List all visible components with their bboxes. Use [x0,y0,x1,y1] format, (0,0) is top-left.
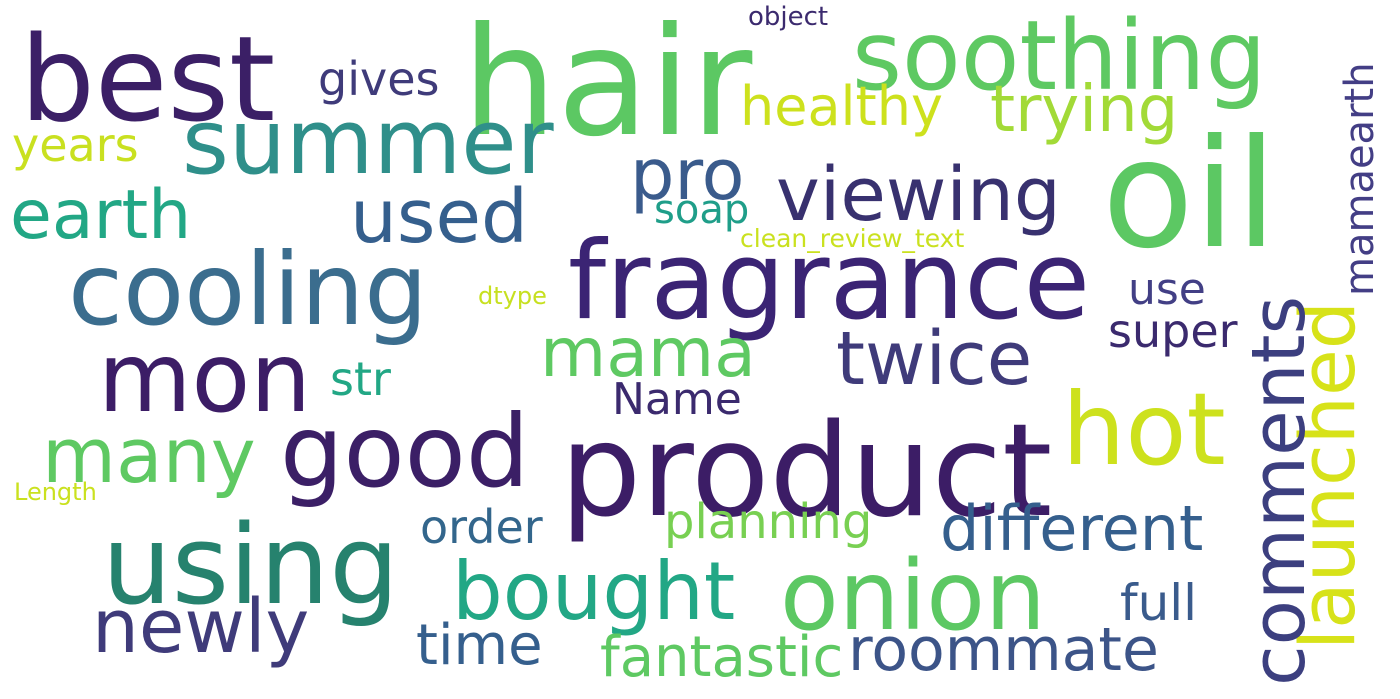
word-viewing: viewing [776,152,1061,238]
word-hot: hot [1062,371,1226,488]
word-time: time [416,613,543,678]
word-earth: earth [10,176,192,255]
word-name: Name [612,374,742,425]
word-years: years [12,118,139,172]
word-used: used [350,174,528,260]
word-using: using [102,501,400,629]
word-soothing: soothing [852,0,1267,112]
word-summer: summer [182,90,554,195]
word-many: many [42,411,256,500]
word-order: order [420,500,543,554]
word-product: product [560,397,1053,546]
word-hair: hair [462,0,753,170]
word-dtype: dtype [478,282,547,310]
word-oil: oil [1102,108,1278,282]
word-length: Length [14,478,97,506]
word-use: use [1128,264,1206,315]
word-fantastic: fantastic [600,625,844,690]
word-full: full [1120,574,1198,632]
word-comments: comments [1236,295,1322,686]
word-soap: soap [654,187,750,233]
word-mamaearth: mamaearth [1337,62,1383,296]
word-healthy: healthy [740,75,943,138]
word-newly: newly [92,584,310,670]
word-super: super [1108,304,1238,358]
word-onion: onion [780,540,1046,652]
word-planning: planning [664,494,873,550]
word-cooling: cooling [68,231,428,348]
word-gives: gives [318,52,440,106]
word-pro: pro [630,134,745,216]
word-object: object [748,2,829,32]
word-different: different [940,492,1204,565]
word-twice: twice [836,316,1033,402]
word-trying: trying [990,73,1179,147]
word-roommate: roommate [848,615,1159,685]
word-good: good [280,393,530,510]
word-str: str [330,352,391,406]
word-mon: mon [98,322,312,434]
word-fragrance: fragrance [568,219,1091,344]
word-mama: mama [540,314,756,393]
word-clean-review-text: clean_review_text [740,224,965,253]
word-best: best [20,10,276,148]
word-bought: bought [452,545,736,638]
